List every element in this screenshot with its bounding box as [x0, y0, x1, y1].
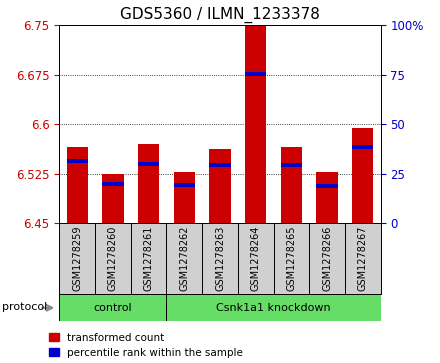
Bar	[66, 159, 88, 163]
Bar	[209, 149, 231, 223]
Bar	[174, 183, 195, 187]
Bar	[316, 184, 338, 188]
Bar	[166, 294, 381, 321]
Text: GSM1278261: GSM1278261	[143, 226, 154, 291]
Text: control: control	[94, 303, 132, 313]
Bar	[281, 147, 302, 223]
Bar	[281, 163, 302, 167]
Bar	[66, 147, 88, 223]
Text: GSM1278267: GSM1278267	[358, 226, 368, 291]
Bar	[245, 25, 266, 223]
Bar	[102, 182, 124, 185]
Text: protocol: protocol	[2, 302, 48, 313]
Text: GSM1278263: GSM1278263	[215, 226, 225, 291]
Bar	[245, 72, 266, 76]
Bar	[316, 172, 338, 223]
Bar	[59, 294, 166, 321]
Text: GSM1278262: GSM1278262	[180, 226, 189, 291]
Legend: transformed count, percentile rank within the sample: transformed count, percentile rank withi…	[49, 333, 243, 358]
Bar	[174, 172, 195, 223]
Bar	[209, 163, 231, 167]
Bar	[352, 128, 374, 223]
Text: GSM1278266: GSM1278266	[322, 226, 332, 291]
Text: Csnk1a1 knockdown: Csnk1a1 knockdown	[216, 303, 331, 313]
Text: GSM1278264: GSM1278264	[251, 226, 260, 291]
Text: GSM1278265: GSM1278265	[286, 226, 297, 291]
Text: GSM1278259: GSM1278259	[72, 226, 82, 291]
Bar	[102, 174, 124, 223]
Text: GSM1278260: GSM1278260	[108, 226, 118, 291]
Bar	[138, 144, 159, 223]
Title: GDS5360 / ILMN_1233378: GDS5360 / ILMN_1233378	[120, 7, 320, 23]
Bar	[352, 146, 374, 150]
Bar	[138, 162, 159, 166]
